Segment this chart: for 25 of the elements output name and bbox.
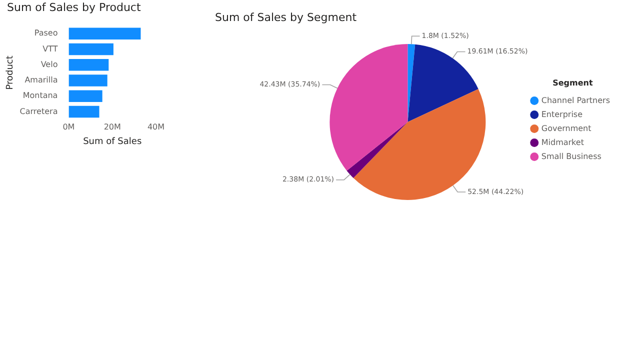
legend-label: Midmarket bbox=[541, 138, 584, 147]
bar bbox=[68, 28, 141, 40]
x-tick-label: 0M bbox=[62, 122, 75, 132]
bar bbox=[68, 59, 109, 71]
chart-title: Sum of Sales by Product bbox=[7, 1, 141, 14]
legend-label: Small Business bbox=[541, 152, 602, 161]
chart-title: Sum of Sales by Segment bbox=[215, 11, 357, 24]
bar bbox=[68, 43, 114, 56]
y-tick-label: Velo bbox=[40, 60, 58, 69]
y-tick-label: Amarilla bbox=[24, 76, 58, 85]
legend-label: Channel Partners bbox=[541, 96, 610, 105]
y-axis-title: Product bbox=[6, 55, 16, 90]
x-tick-label: 40M bbox=[147, 122, 165, 132]
x-tick-label: 20M bbox=[104, 122, 121, 132]
legend-label: Enterprise bbox=[541, 110, 583, 119]
y-tick-label: VTT bbox=[42, 44, 58, 54]
bar bbox=[68, 74, 108, 86]
y-tick-label: Paseo bbox=[34, 28, 58, 38]
legend-label: Government bbox=[541, 124, 592, 133]
x-axis-title: Sum of Sales bbox=[83, 136, 142, 147]
y-tick-label: Montana bbox=[22, 91, 58, 100]
legend-title: Segment bbox=[552, 78, 593, 88]
bar bbox=[68, 90, 102, 102]
y-tick-label: Carretera bbox=[20, 106, 58, 116]
bar bbox=[68, 106, 100, 118]
